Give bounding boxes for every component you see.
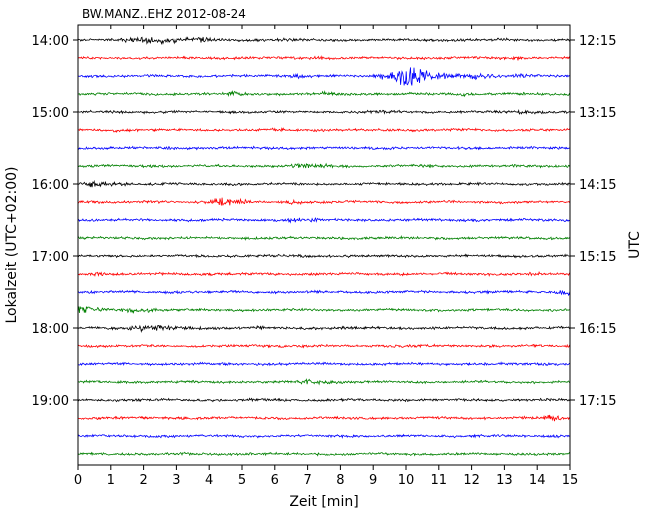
trace-14:00 xyxy=(78,36,570,45)
trace-lines xyxy=(78,36,570,457)
x-axis-label: Zeit [min] xyxy=(289,494,358,510)
trace-15:30 xyxy=(78,145,570,151)
right-axis-label: UTC xyxy=(627,231,643,259)
left-tick-label: 16:00 xyxy=(32,178,69,193)
x-tick-label: 12 xyxy=(463,473,480,488)
trace-17:00 xyxy=(78,253,570,259)
x-tick-label: 0 xyxy=(74,473,82,488)
x-tick-label: 5 xyxy=(238,473,246,488)
trace-17:45 xyxy=(78,306,570,314)
x-tick-label: 4 xyxy=(205,473,213,488)
trace-16:15 xyxy=(78,197,570,206)
right-tick-label: 14:15 xyxy=(579,178,616,193)
plot-frame xyxy=(77,24,571,466)
x-tick-label: 11 xyxy=(431,473,448,488)
trace-18:30 xyxy=(78,361,570,367)
plot-title: BW.MANZ..EHZ 2012-08-24 xyxy=(82,7,246,21)
left-axis-label: Lokalzeit (UTC+02:00) xyxy=(4,167,20,324)
right-tick-label: 15:15 xyxy=(579,250,616,265)
x-tick-label: 2 xyxy=(139,473,147,488)
trace-14:45 xyxy=(78,90,570,98)
x-tick-label: 1 xyxy=(107,473,115,488)
left-tick-label: 14:00 xyxy=(32,34,69,49)
trace-17:30 xyxy=(78,289,570,297)
left-tick-label: 15:00 xyxy=(32,106,69,121)
x-tick-label: 9 xyxy=(369,473,377,488)
right-tick-label: 17:15 xyxy=(579,394,616,409)
trace-18:00 xyxy=(78,324,570,334)
trace-16:45 xyxy=(78,235,570,241)
trace-15:45 xyxy=(78,162,570,169)
x-tick-label: 10 xyxy=(398,473,415,488)
trace-14:30 xyxy=(78,67,570,86)
x-tick-label: 15 xyxy=(562,473,579,488)
left-tick-label: 17:00 xyxy=(32,250,69,265)
trace-15:00 xyxy=(78,109,570,115)
trace-19:30 xyxy=(78,433,570,439)
right-tick-label: 13:15 xyxy=(579,106,616,121)
trace-15:15 xyxy=(78,127,570,133)
trace-14:15 xyxy=(78,55,570,61)
x-tick-label: 3 xyxy=(172,473,180,488)
trace-16:30 xyxy=(78,217,570,224)
axis-ticks xyxy=(73,25,575,470)
trace-16:00 xyxy=(78,179,570,188)
trace-18:15 xyxy=(78,343,570,349)
right-tick-label: 12:15 xyxy=(579,34,616,49)
left-tick-label: 19:00 xyxy=(32,394,69,409)
x-tick-label: 7 xyxy=(303,473,311,488)
trace-17:15 xyxy=(78,270,570,277)
x-tick-label: 8 xyxy=(336,473,344,488)
trace-19:15 xyxy=(78,414,570,422)
trace-18:45 xyxy=(78,378,570,386)
x-tick-label: 6 xyxy=(271,473,279,488)
trace-19:00 xyxy=(78,397,570,403)
right-tick-label: 16:15 xyxy=(579,322,616,337)
x-tick-label: 13 xyxy=(496,473,513,488)
x-tick-label: 14 xyxy=(529,473,546,488)
tick-labels: 0 1 2 3 4 5 6 7 8 9 10 11 12 13 14 1514:0015:0016:0017:… xyxy=(32,34,617,488)
trace-19:45 xyxy=(78,451,570,457)
left-tick-label: 18:00 xyxy=(32,322,69,337)
